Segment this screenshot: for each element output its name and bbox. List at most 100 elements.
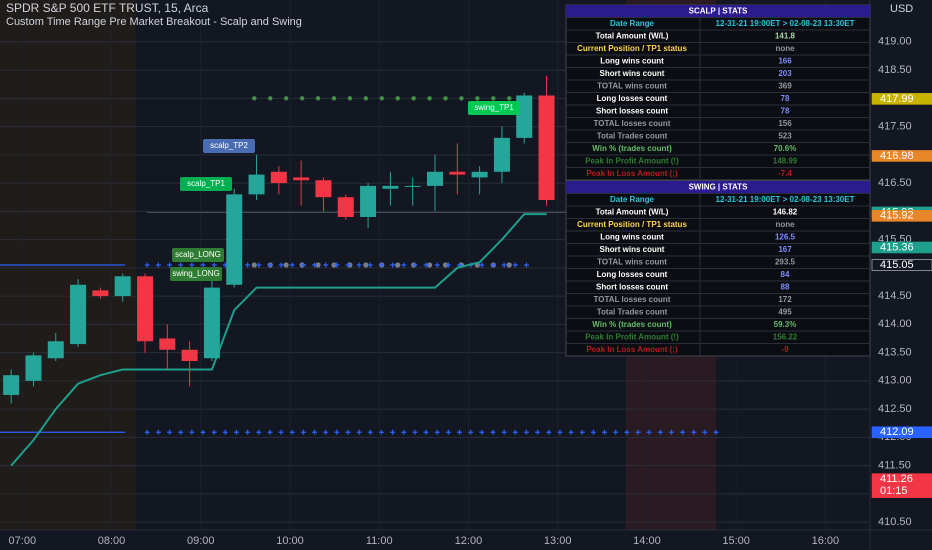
- level-plus: [390, 262, 396, 268]
- level-plus: [211, 429, 217, 435]
- level-plus: [200, 262, 206, 268]
- table-cell: Win % (trades count): [592, 320, 672, 329]
- level-plus: [222, 429, 228, 435]
- level-plus: [434, 262, 440, 268]
- y-tick-label: 410.50: [878, 516, 912, 528]
- table-cell: Current Position / TP1 status: [577, 220, 687, 229]
- level-plus: [245, 429, 251, 435]
- level-plus: [668, 429, 674, 435]
- candle-body: [516, 95, 533, 138]
- table-cell: TOTAL wins count: [597, 81, 667, 90]
- candle-body: [137, 276, 153, 342]
- table-cell: Win % (trades count): [592, 144, 672, 153]
- level-plus: [445, 262, 451, 268]
- price-label-bg: [871, 210, 932, 222]
- table-cell: 78: [781, 106, 790, 115]
- level-plus: [367, 262, 373, 268]
- annotation-box: [180, 177, 232, 191]
- level-plus: [423, 262, 429, 268]
- candle-body: [114, 276, 131, 297]
- x-tick-label: 11:00: [366, 535, 393, 547]
- level-plus: [267, 429, 273, 435]
- level-plus: [278, 262, 284, 268]
- y-tick-label: 411.50: [878, 459, 911, 471]
- level-plus: [680, 429, 686, 435]
- candle-body: [293, 177, 310, 181]
- level-plus: [189, 429, 195, 435]
- level-plus: [378, 262, 384, 268]
- level-plus: [445, 429, 451, 435]
- level-dot: [442, 262, 449, 268]
- level-dot: [315, 96, 321, 101]
- y-tick-label: 419.00: [878, 36, 912, 48]
- level-plus: [300, 429, 306, 435]
- y-tick-label: 413.50: [878, 346, 912, 358]
- level-dot: [395, 96, 400, 101]
- table-cell: none: [775, 44, 795, 53]
- y-tick-label: 412.50: [878, 403, 912, 415]
- level-dot: [395, 262, 401, 268]
- table-cell: 166: [778, 56, 792, 65]
- level-plus: [401, 262, 407, 268]
- level-plus: [501, 262, 507, 268]
- table-cell: Long losses count: [597, 270, 668, 279]
- y-tick-label: 413.00: [878, 375, 912, 387]
- level-dot: [459, 96, 464, 101]
- level-plus: [702, 429, 708, 435]
- table-cell: 167: [778, 245, 792, 254]
- table-cell: Short wins count: [600, 69, 665, 78]
- table-cell: 293.5: [775, 257, 796, 266]
- candle-body: [427, 171, 443, 186]
- level-plus: [691, 429, 697, 435]
- candle-body: [248, 174, 265, 195]
- level-dot: [283, 96, 289, 101]
- level-plus: [144, 262, 150, 268]
- level-plus: [300, 262, 306, 268]
- table-cell: Short losses count: [596, 282, 668, 291]
- level-dot: [379, 96, 384, 101]
- level-plus: [412, 262, 418, 268]
- table-cell: 70.6%: [774, 144, 797, 153]
- table-cell: 12-31-21 19:00ET > 02-08-23 13:30ET: [716, 19, 855, 28]
- level-dot: [475, 96, 480, 101]
- annotation-box: [468, 101, 520, 115]
- table-cell: Peak In Profit Amount (!): [585, 156, 679, 165]
- level-plus: [334, 429, 340, 435]
- axes: 410.50411.00411.50412.00412.50413.00413.…: [9, 36, 932, 547]
- table-cell: 495: [778, 307, 792, 316]
- table-cell: TOTAL losses count: [594, 119, 671, 128]
- level-dot: [252, 96, 257, 101]
- level-plus: [412, 429, 418, 435]
- table-cell: 126.5: [775, 232, 796, 241]
- table-cell: Current Position / TP1 status: [577, 44, 687, 53]
- level-plus: [590, 429, 596, 435]
- table-title: SCALP | STATS: [689, 6, 748, 15]
- annotation-box: [170, 267, 222, 281]
- y-tick-label: 414.50: [878, 290, 912, 302]
- level-plus: [512, 429, 518, 435]
- level-plus: [323, 429, 329, 435]
- table-cell: 78: [781, 94, 790, 103]
- table-cell: TOTAL losses count: [594, 295, 671, 304]
- table-cell: none: [775, 220, 795, 229]
- level-plus: [390, 429, 396, 435]
- level-plus: [144, 429, 150, 435]
- level-plus: [468, 429, 474, 435]
- candle-body: [471, 171, 488, 178]
- y-tick-label: 418.50: [878, 64, 912, 76]
- level-plus: [278, 429, 284, 435]
- table-cell: Short losses count: [596, 106, 668, 115]
- level-plus: [155, 262, 161, 268]
- stats-tables: SCALP | STATS Date Range 12-31-21 19:00ET …: [565, 4, 871, 357]
- level-plus: [401, 429, 407, 435]
- level-plus: [367, 429, 373, 435]
- level-plus: [256, 429, 262, 435]
- candle-body: [449, 171, 466, 175]
- level-plus: [334, 262, 340, 268]
- level-plus: [635, 429, 641, 435]
- level-plus: [289, 429, 295, 435]
- price-label: 416.98: [880, 150, 914, 162]
- candle-body: [159, 338, 176, 350]
- table-cell: Peak In Profit Amount (!): [585, 332, 679, 341]
